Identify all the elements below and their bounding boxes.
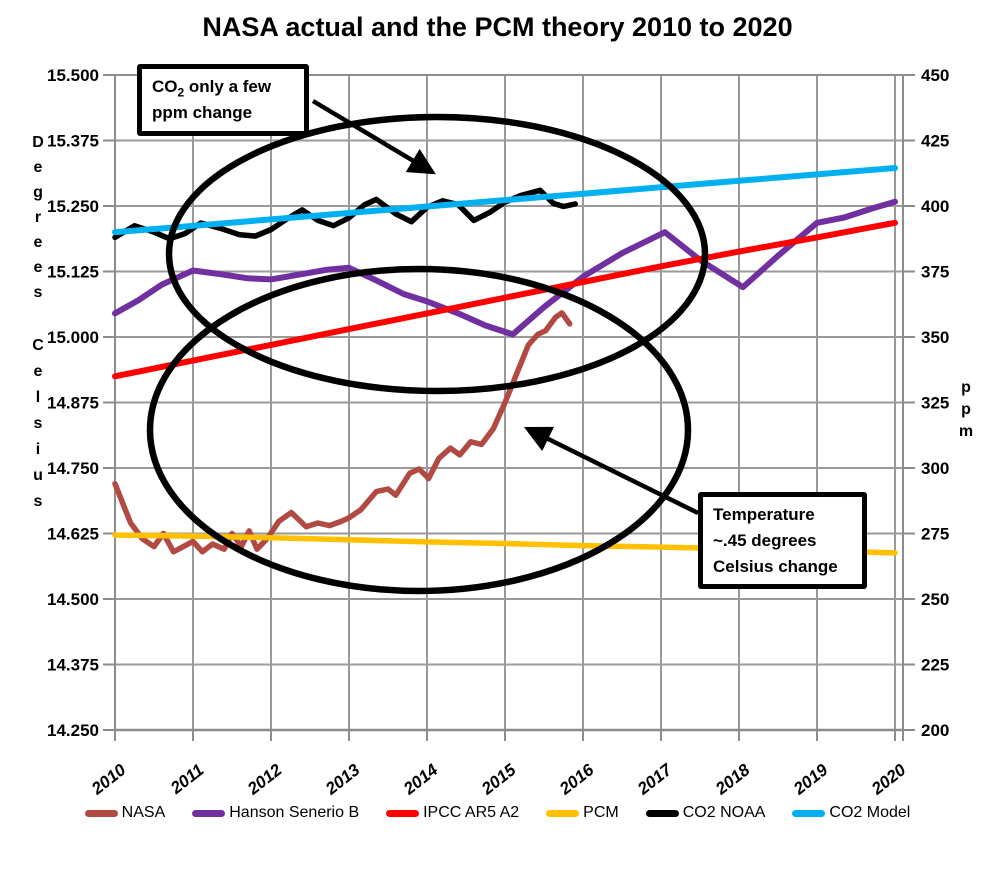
x-axis-tick-label: 2017 (633, 759, 677, 799)
left-axis-tick-label: 15.500 (47, 66, 99, 85)
right-axis-tick-label: 275 (921, 525, 949, 544)
right-axis-tick-label: 400 (921, 197, 949, 216)
legend-item-pcm: PCM (546, 804, 619, 822)
x-axis-tick-label: 2016 (555, 760, 598, 799)
x-axis-tick-label: 2014 (399, 760, 442, 799)
legend-item-ipcc-ar5-a2: IPCC AR5 A2 (386, 804, 519, 822)
left-axis-tick-label: 15.250 (47, 197, 99, 216)
right-axis-tick-label: 450 (921, 66, 949, 85)
legend-item-co2-noaa: CO2 NOAA (645, 804, 766, 822)
x-axis-tick-label: 2019 (789, 760, 832, 799)
left-axis-tick-label: 15.375 (47, 132, 99, 151)
legend-item-nasa: NASA (84, 804, 166, 822)
temperature-note-box: Temperature ~.45 degrees Celsius change (698, 492, 867, 590)
left-axis-tick-label: 15.000 (47, 328, 99, 347)
temp-note-line2: ~.45 degrees (713, 530, 817, 550)
right-axis-tick-label: 375 (921, 263, 949, 282)
legend-label-co2-model: CO2 Model (829, 804, 911, 821)
legend-label-pcm: PCM (583, 804, 619, 821)
co2-note-line1: CO2 only a few (152, 77, 272, 100)
left-axis-tick-label: 15.125 (47, 263, 99, 282)
legend-marker-co2-model (792, 809, 826, 817)
right-axis-tick-label: 350 (921, 328, 949, 347)
legend-item-hanson-senerio-b: Hanson Senerio B (192, 804, 359, 822)
series-line-co2-model (112, 165, 898, 236)
right-axis-tick-label: 325 (921, 394, 949, 413)
left-axis-tick-label: 14.250 (47, 721, 99, 740)
co2-ellipse (165, 113, 709, 395)
legend-label-nasa: NASA (121, 804, 166, 821)
legend-marker-nasa (84, 809, 118, 817)
right-axis-tick-label: 225 (921, 656, 949, 675)
x-axis-tick-label: 2018 (711, 760, 754, 799)
left-axis-tick-label: 14.375 (47, 656, 99, 675)
legend-label-co2-noaa: CO2 NOAA (682, 804, 766, 821)
temperature-ellipse (146, 265, 692, 595)
left-axis-tick-label: 14.625 (47, 525, 99, 544)
co2-note-line2: ppm change (152, 102, 253, 122)
series-line-hanson-senerio-b (112, 198, 898, 338)
legend-marker-co2-noaa (645, 809, 679, 817)
left-axis-tick-label: 14.500 (47, 590, 99, 609)
left-axis-tick-label: 14.875 (47, 394, 99, 413)
temp-note-line3: Celsius change (713, 556, 838, 576)
legend-marker-hanson-senerio-b (192, 809, 226, 817)
right-axis-tick-label: 200 (921, 721, 949, 740)
co2-note-arrow (311, 99, 436, 175)
x-axis-tick-label: 2010 (87, 760, 130, 799)
right-axis-tick-label: 250 (921, 590, 949, 609)
right-axis-tick-label: 425 (921, 132, 949, 151)
legend-label-hanson-senerio-b: Hanson Senerio B (229, 804, 360, 821)
temp-note-arrow (523, 426, 699, 516)
x-axis-tick-label: 2012 (243, 760, 286, 799)
x-axis-tick-label: 2020 (867, 760, 910, 799)
co2-subscript: 2 (177, 85, 185, 100)
legend-marker-ipcc-ar5-a2 (386, 809, 420, 817)
x-axis-tick-label: 2013 (321, 760, 364, 799)
x-axis-tick-label: 2015 (477, 760, 520, 799)
chart-title: NASA actual and the PCM theory 2010 to 2… (202, 12, 793, 42)
chart-legend: NASA Hanson Senerio B IPCC AR5 A2 PCM CO2 NO… (0, 804, 995, 822)
x-axis-tick-label: 2011 (166, 760, 207, 798)
legend-label-ipcc-ar5-a2: IPCC AR5 A2 (423, 804, 520, 821)
co2-note-box: CO2 only a few ppm change (137, 64, 309, 136)
legend-item-co2-model: CO2 Model (792, 804, 910, 822)
temp-note-line1: Temperature (713, 505, 815, 524)
series-line-nasa (112, 310, 573, 555)
left-axis-tick-label: 14.750 (47, 459, 99, 478)
right-axis-tick-label: 300 (921, 459, 949, 478)
legend-marker-pcm (546, 809, 580, 817)
